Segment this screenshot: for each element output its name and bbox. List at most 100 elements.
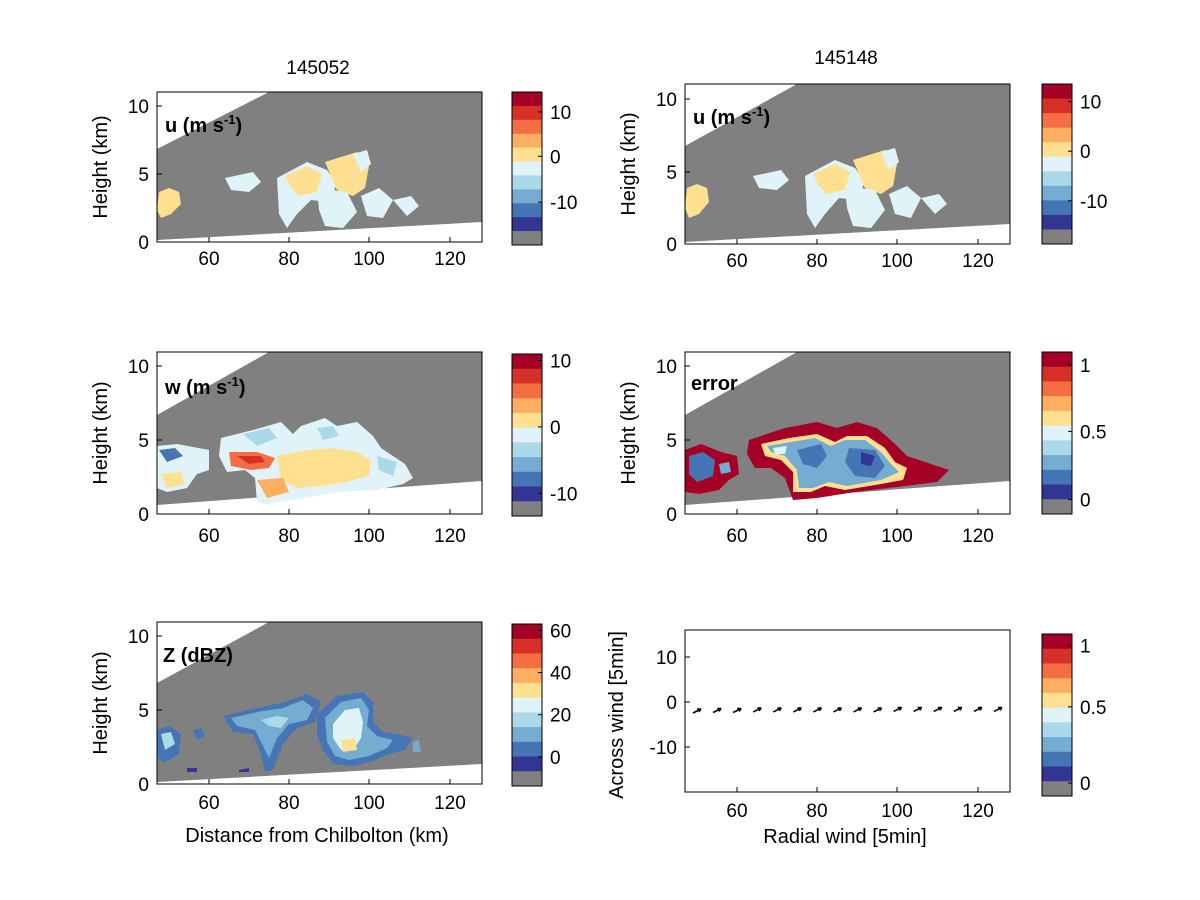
colorbar-swatch [512,398,542,414]
colorbar-swatch [1042,648,1072,664]
y-tick-label: 10 [128,627,149,648]
y-axis-label: Height (km) [90,651,112,754]
column-title-right: 145148 [814,48,877,69]
colorbar-swatch-masked [512,771,542,786]
x-axis: 60 80 100 120 [198,237,466,270]
x-tick-label: 120 [962,526,994,547]
panel-label: Z (dBZ) [163,645,233,667]
colorbar-swatch [1042,200,1072,216]
y-axis-label: Height (km) [90,381,112,484]
y-tick-label: 10 [656,648,677,669]
colorbar-swatch [512,741,542,758]
colorbar-swatch [1042,707,1072,723]
x-tick-label: 60 [726,801,747,822]
x-axis-label: Radial wind [5min] [763,826,926,848]
colorbar-tick-label: 20 [550,706,571,727]
colorbar-swatch [512,756,542,772]
x-tick-label: 100 [881,801,913,822]
colorbar-swatch [512,427,542,443]
colorbar-tick-label: 0 [1080,490,1091,511]
x-tick-label: 80 [278,526,299,547]
colorbar-tick-label: 0 [1080,142,1091,163]
colorbar-swatch [512,442,542,458]
colorbar-swatch [512,354,542,370]
colorbar-w-145052: 10 0 -10 [511,351,577,517]
wind-vector [853,707,863,713]
y-tick-label: 0 [666,505,677,526]
colorbar-swatch-masked [512,501,542,516]
wind-vector [792,707,802,713]
colorbar-swatch [1042,455,1072,471]
colorbar-tick-label: 10 [1080,93,1101,114]
x-axis: 60 80 100 120 [726,787,994,822]
colorbar-swatch [1042,214,1072,230]
colorbar-swatch [512,624,542,640]
y-axis: 0 5 10 [128,627,162,796]
y-tick-label: 5 [138,701,149,722]
colorbar-tick-label: 0.5 [1080,698,1106,719]
panel-background [685,630,1010,792]
colorbar-tick-label: 10 [550,351,571,372]
x-tick-label: 100 [353,249,385,270]
colorbar-swatch [1042,171,1072,187]
x-tick-label: 60 [198,249,219,270]
y-tick-label: 10 [128,97,149,118]
wind-vector [893,706,903,713]
colorbar-frame [1041,633,1073,797]
plot-frame [156,351,483,515]
colorbar-swatch [1042,366,1072,382]
colorbar-swatch [512,712,542,728]
x-tick-label: 100 [881,526,913,547]
colorbar-swatch [1042,634,1072,650]
colorbar-swatch [1042,113,1072,129]
colorbar-tick-label: 40 [550,664,571,685]
x-tick-label: 80 [278,793,299,814]
colorbar-swatch [512,486,542,502]
colorbar-swatch [1042,381,1072,397]
colorbar-swatch [512,368,542,384]
colorbar-u-145052: 10 0 -10 [511,91,577,246]
colorbar-swatch [1042,663,1072,679]
panel-u-right: 60 80 100 120 0 5 10 Height (km) u (m s-… [618,83,1011,272]
colorbar-tick-label: 10 [550,103,571,124]
colorbar-swatch [512,105,542,121]
x-tick-label: 120 [962,801,994,822]
colorbar-frame [511,91,543,246]
colorbar-swatch [512,668,542,684]
colorbar-swatch [1042,484,1072,500]
plot-frame [684,629,1011,793]
colorbar-error-145148: 10.50 [1041,351,1106,515]
colorbar-swatch-masked [1042,499,1072,514]
y-tick-label: 5 [138,431,149,452]
wind-vector [772,707,782,713]
colorbar-frame [1041,83,1073,245]
colorbar-swatch [1042,98,1072,114]
colorbar-swatch-masked [512,231,542,245]
reflectivity-field [157,692,421,772]
colorbar-tick-label: 1 [1080,636,1091,657]
colorbar-swatch [1042,440,1072,456]
colorbar-frame [1041,351,1073,515]
colorbar-swatch [1042,425,1072,441]
colorbar-tick-label: 0 [550,147,561,168]
colorbar-swatch [512,638,542,654]
x-tick-label: 80 [806,801,827,822]
colorbar-swatch [512,203,542,218]
x-tick-label: 120 [434,526,466,547]
colorbar-tick-label: -10 [550,193,577,214]
colorbar-swatch [512,161,542,176]
plot-frame [684,351,1011,515]
y-tick-label: 5 [666,163,677,184]
colorbar-swatch [1042,737,1072,753]
colorbar-swatch [512,457,542,473]
y-axis: 10 0 -10 [650,648,690,759]
colorbar-swatch [1042,722,1072,738]
y-axis: 0 5 10 [128,357,162,526]
colorbar-tick-label: 0.5 [1080,422,1106,443]
vector-layer [692,706,1003,714]
y-tick-label: 5 [138,165,149,186]
y-tick-label: 0 [666,693,677,714]
panel-w-left: 60 80 100 120 0 5 10 Height (km) w (m s-… [90,351,483,547]
y-axis-label: Across wind [5min] [606,631,628,799]
